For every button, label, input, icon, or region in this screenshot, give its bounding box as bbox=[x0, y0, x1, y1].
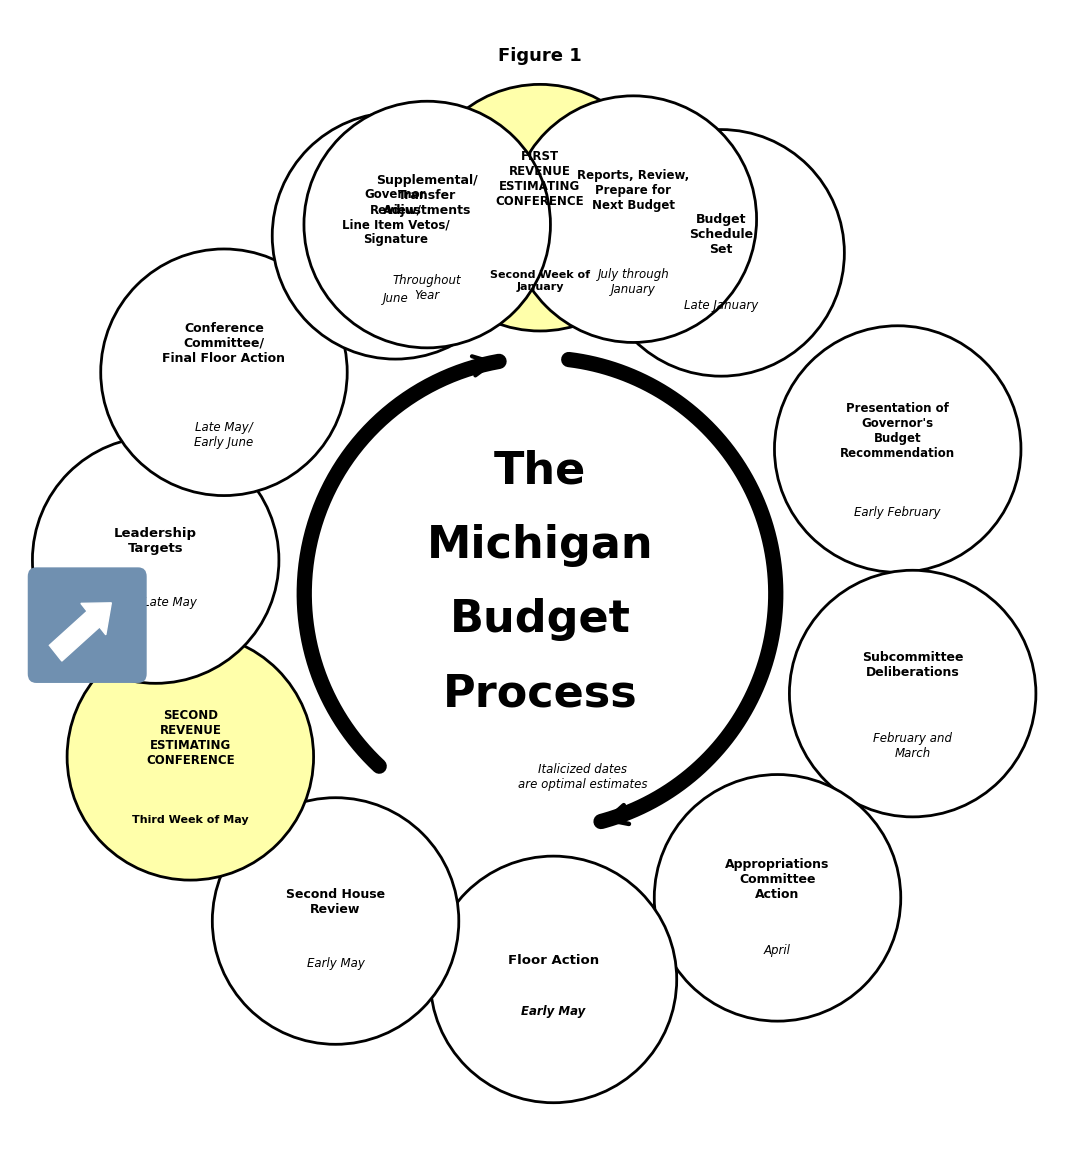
Text: Floor Action: Floor Action bbox=[508, 955, 599, 967]
Text: Italicized dates
are optimal estimates: Italicized dates are optimal estimates bbox=[518, 763, 648, 791]
Text: Leadership
Targets: Leadership Targets bbox=[114, 527, 198, 556]
FancyBboxPatch shape bbox=[28, 567, 147, 683]
Text: The: The bbox=[494, 450, 586, 492]
Text: Process: Process bbox=[443, 672, 637, 715]
Text: June: June bbox=[382, 292, 408, 306]
Text: Reports, Review,
Prepare for
Next Budget: Reports, Review, Prepare for Next Budget bbox=[577, 168, 689, 212]
Ellipse shape bbox=[417, 84, 663, 331]
FancyArrow shape bbox=[50, 603, 111, 661]
Text: Late May/
Early June: Late May/ Early June bbox=[194, 421, 254, 450]
Ellipse shape bbox=[430, 857, 677, 1102]
Text: July through
January: July through January bbox=[597, 269, 670, 296]
Text: SECOND
REVENUE
ESTIMATING
CONFERENCE: SECOND REVENUE ESTIMATING CONFERENCE bbox=[146, 709, 234, 767]
Ellipse shape bbox=[32, 437, 279, 684]
Text: Third Week of May: Third Week of May bbox=[132, 815, 248, 824]
Text: Figure 1: Figure 1 bbox=[498, 46, 582, 65]
Text: Second House
Review: Second House Review bbox=[286, 889, 386, 917]
Ellipse shape bbox=[510, 96, 757, 342]
Text: Appropriations
Committee
Action: Appropriations Committee Action bbox=[726, 858, 829, 900]
Text: Subcommittee
Deliberations: Subcommittee Deliberations bbox=[862, 650, 963, 679]
Ellipse shape bbox=[774, 326, 1021, 572]
Text: Presentation of
Governor's
Budget
Recommendation: Presentation of Governor's Budget Recomm… bbox=[840, 401, 956, 460]
Ellipse shape bbox=[598, 129, 845, 376]
Ellipse shape bbox=[654, 775, 901, 1022]
Ellipse shape bbox=[213, 798, 459, 1045]
Ellipse shape bbox=[303, 101, 551, 348]
Text: Mid-/Late May: Mid-/Late May bbox=[114, 596, 198, 609]
Text: Early February: Early February bbox=[854, 505, 941, 519]
Text: Supplemental/
Transfer
Adjustments: Supplemental/ Transfer Adjustments bbox=[376, 174, 478, 217]
Ellipse shape bbox=[100, 249, 347, 496]
Text: Early May: Early May bbox=[307, 957, 364, 970]
Text: April: April bbox=[764, 944, 791, 957]
Text: Late January: Late January bbox=[684, 299, 758, 312]
Text: Budget: Budget bbox=[449, 598, 631, 641]
Ellipse shape bbox=[272, 113, 518, 359]
Text: Governor
Review/
Line Item Vetos/
Signature: Governor Review/ Line Item Vetos/ Signat… bbox=[341, 188, 449, 247]
Ellipse shape bbox=[789, 571, 1036, 816]
Text: February and
March: February and March bbox=[873, 732, 953, 760]
Text: FIRST
REVENUE
ESTIMATING
CONFERENCE: FIRST REVENUE ESTIMATING CONFERENCE bbox=[496, 150, 584, 208]
Text: Michigan: Michigan bbox=[427, 523, 653, 566]
Text: Second Week of
January: Second Week of January bbox=[490, 270, 590, 292]
Text: Conference
Committee/
Final Floor Action: Conference Committee/ Final Floor Action bbox=[162, 322, 285, 366]
Text: Budget
Schedule
Set: Budget Schedule Set bbox=[689, 213, 753, 256]
Text: Throughout
Year: Throughout Year bbox=[393, 273, 461, 301]
Text: Early May: Early May bbox=[522, 1005, 585, 1018]
Ellipse shape bbox=[67, 633, 313, 880]
